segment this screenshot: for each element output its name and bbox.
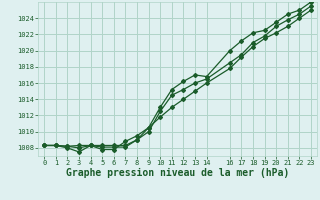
X-axis label: Graphe pression niveau de la mer (hPa): Graphe pression niveau de la mer (hPa): [66, 168, 289, 178]
